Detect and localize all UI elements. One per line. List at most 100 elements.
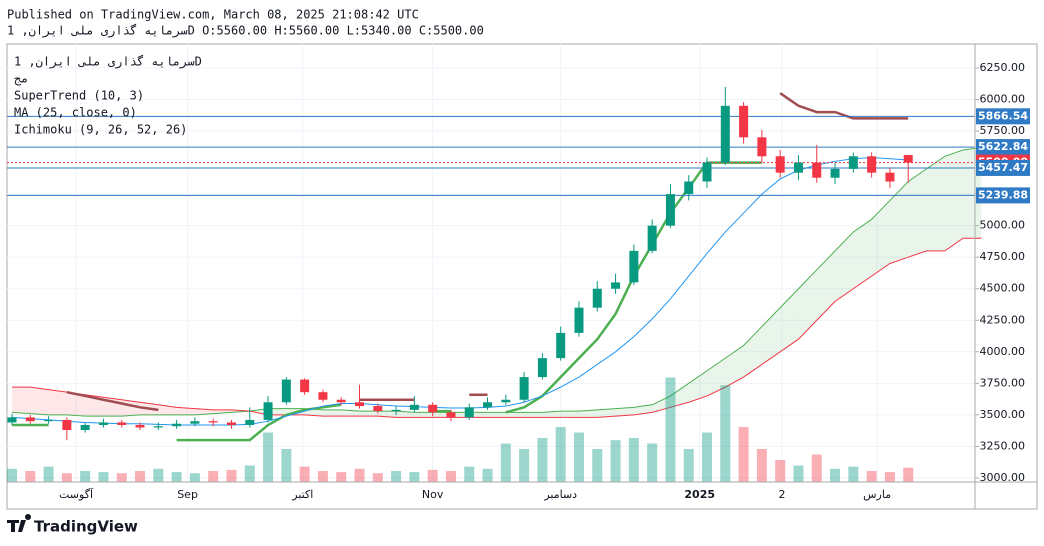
x-tick-label: اکتبر <box>291 488 313 501</box>
candle-body <box>611 282 621 289</box>
cloud-fill <box>816 250 836 321</box>
candle-body <box>117 422 127 425</box>
candle-body <box>245 419 255 425</box>
candle-body <box>464 407 474 418</box>
candle-body <box>409 404 419 410</box>
ohlc-line: سرمایه گذاری ملی ایران, 1D O:5560.00 H:5… <box>7 24 484 39</box>
volume-bar <box>171 472 182 482</box>
candle-body <box>391 409 401 412</box>
volume-bar <box>354 468 365 482</box>
cloud-span-b <box>12 237 982 418</box>
candle-body <box>867 156 877 173</box>
volume-bar <box>226 469 237 482</box>
cloud-fill <box>633 404 653 415</box>
price-label-box <box>976 108 1030 125</box>
volume-bar <box>482 468 493 482</box>
cloud-fill <box>322 409 342 417</box>
cloud-fill <box>487 412 506 418</box>
y-tick-label: 3000.00 <box>980 471 1026 484</box>
x-tick-label: 2025 <box>684 488 715 501</box>
price-label-box <box>976 159 1030 176</box>
volume-bar <box>281 449 292 482</box>
volume-bar <box>628 438 639 482</box>
y-tick-label: 4250.00 <box>980 313 1026 326</box>
volume-bar <box>500 443 511 482</box>
y-tick-label: 5750.00 <box>980 124 1026 137</box>
candle-body <box>501 399 511 403</box>
cloud-fill <box>780 288 799 352</box>
cloud-fill <box>194 408 214 415</box>
candle-body <box>336 399 346 403</box>
candle-body <box>98 422 108 425</box>
candle-body <box>720 105 730 163</box>
cloud-fill <box>670 383 689 408</box>
published-line: Published on TradingView.com, March 08, … <box>7 8 419 22</box>
candle-body <box>592 288 602 308</box>
volume-bar <box>866 471 877 482</box>
cloud-fill <box>213 409 232 414</box>
y-tick-label: 4500.00 <box>980 282 1026 295</box>
candle-body <box>62 419 72 431</box>
volume-bar <box>775 460 786 482</box>
volume-bar <box>372 473 383 482</box>
y-tick-label: 6250.00 <box>980 61 1026 74</box>
volume-bar <box>427 469 438 482</box>
volume-bar <box>336 472 347 482</box>
cloud-fill <box>48 389 67 415</box>
cloud-fill <box>359 411 378 417</box>
volume-bar <box>263 432 274 482</box>
volume-bar <box>720 385 731 482</box>
cloud-fill <box>524 412 543 418</box>
cloud-fill <box>396 411 415 418</box>
candle-body <box>355 402 365 407</box>
cloud-fill <box>908 168 927 258</box>
candle-body <box>775 156 785 173</box>
y-tick-label: 4000.00 <box>980 345 1026 358</box>
candle-body <box>757 137 767 157</box>
indicator-line <box>66 92 909 412</box>
x-tick-label: دسامبر <box>543 488 577 501</box>
volume-bar <box>43 466 54 482</box>
candle-body <box>556 332 566 359</box>
volume-bar <box>884 472 895 482</box>
cloud-fill <box>66 392 86 417</box>
volume-bar <box>610 440 621 482</box>
y-tick-label: 3750.00 <box>980 376 1026 389</box>
candle-body <box>318 392 328 400</box>
volume-bar <box>756 449 767 482</box>
candle-body <box>373 406 383 412</box>
candle-body <box>483 402 493 408</box>
volume-bar <box>573 432 584 482</box>
candle-body <box>702 162 712 182</box>
volume-bar <box>25 471 36 482</box>
logo-icon <box>7 513 32 532</box>
volume-bar <box>445 471 456 482</box>
price-label-box <box>976 187 1030 204</box>
candle-body <box>208 421 218 423</box>
candle-body <box>739 105 749 138</box>
price-label-box <box>976 139 1030 156</box>
candle-body <box>519 377 529 400</box>
volume-bar <box>464 466 475 482</box>
candle-body <box>629 250 639 283</box>
cloud-fill <box>853 219 872 289</box>
candle-body <box>300 379 310 393</box>
candle-body <box>885 172 895 182</box>
candle-body <box>226 422 236 425</box>
x-tick-label: مارس <box>863 488 891 501</box>
plot <box>7 44 982 482</box>
candle-body <box>574 307 584 333</box>
volume-bar <box>555 427 566 482</box>
cloud-fill <box>30 387 49 415</box>
y-tick-label: 3500.00 <box>980 408 1026 421</box>
cloud-fill <box>377 411 397 418</box>
cloud-fill <box>578 409 598 418</box>
candle-body <box>428 404 438 413</box>
volume-bar <box>537 438 548 482</box>
volume-bar <box>848 466 859 482</box>
cloud-fill <box>743 326 762 378</box>
volume-bar <box>61 473 72 482</box>
cloud-fill <box>341 409 360 417</box>
volume-bar <box>830 468 841 482</box>
cloud-fill <box>926 156 945 251</box>
